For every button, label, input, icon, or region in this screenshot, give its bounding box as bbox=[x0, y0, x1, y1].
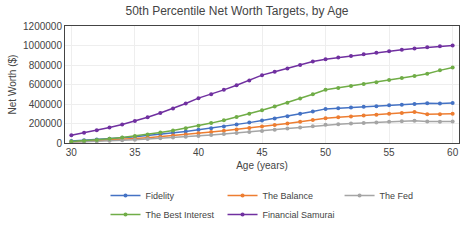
svg-text:50th Percentile Net Worth Targ: 50th Percentile Net Worth Targets, by Ag… bbox=[125, 4, 348, 18]
svg-text:800000: 800000 bbox=[29, 60, 63, 71]
svg-text:1000000: 1000000 bbox=[23, 40, 62, 51]
svg-text:Age (years): Age (years) bbox=[236, 160, 288, 171]
svg-text:1200000: 1200000 bbox=[23, 21, 62, 32]
svg-text:Fidelity: Fidelity bbox=[146, 191, 175, 201]
svg-text:35: 35 bbox=[129, 147, 141, 158]
svg-text:30: 30 bbox=[66, 147, 78, 158]
svg-text:The Balance: The Balance bbox=[263, 191, 314, 201]
svg-text:The Fed: The Fed bbox=[380, 191, 414, 201]
svg-text:0: 0 bbox=[56, 138, 62, 149]
svg-text:50: 50 bbox=[320, 147, 332, 158]
svg-text:400000: 400000 bbox=[29, 99, 63, 110]
svg-text:Financial Samurai: Financial Samurai bbox=[263, 210, 335, 220]
svg-text:200000: 200000 bbox=[29, 118, 63, 129]
svg-text:40: 40 bbox=[193, 147, 205, 158]
svg-text:45: 45 bbox=[256, 147, 268, 158]
svg-text:600000: 600000 bbox=[29, 79, 63, 90]
svg-text:The Best Interest: The Best Interest bbox=[146, 210, 215, 220]
svg-text:60: 60 bbox=[447, 147, 459, 158]
svg-text:Net Worth ($): Net Worth ($) bbox=[7, 55, 18, 115]
svg-text:55: 55 bbox=[384, 147, 396, 158]
